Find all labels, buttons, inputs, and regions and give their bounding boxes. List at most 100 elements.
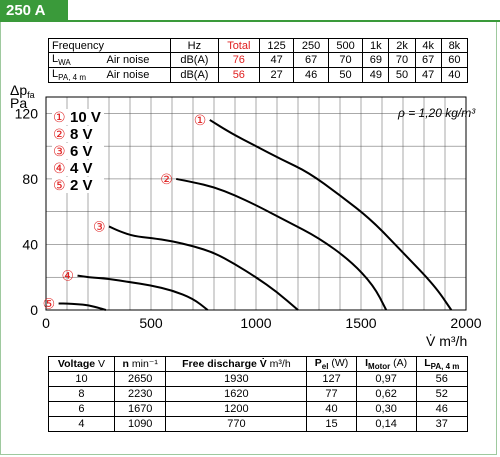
series-marker-1: ① — [194, 113, 207, 129]
series-line-3 — [108, 225, 299, 311]
table-cell: 6 — [48, 401, 115, 418]
table-cell: 15 — [306, 416, 357, 433]
noise-row-desc: Air noise — [103, 51, 172, 69]
table-row: 8 2230 1620 77 0,62 52 — [48, 386, 469, 403]
noise-row-lwa: LWA Air noise dB(A) 76 47 67 70 69 70 67… — [47, 51, 469, 69]
series-marker-5: ⑤ — [43, 296, 56, 312]
table-cell: 46 — [415, 401, 469, 418]
series-marker-4: ④ — [62, 269, 75, 285]
table-cell: 37 — [415, 416, 469, 433]
noise-cell: 40 — [440, 67, 469, 84]
perf-header-speed: n min⁻¹ — [113, 355, 167, 373]
perf-header-power: Pel (W) — [306, 355, 357, 373]
series-line-4 — [77, 274, 209, 311]
perf-header-current: IMotor (A) — [355, 355, 417, 373]
x-tick-label: 500 — [139, 315, 163, 331]
table-cell: 77 — [306, 386, 357, 403]
table-cell: 1200 — [165, 401, 308, 418]
table-cell: 127 — [306, 371, 357, 388]
series-line-2 — [176, 177, 388, 311]
noise-cell: 67 — [414, 51, 442, 69]
series-line-5 — [58, 302, 107, 311]
table-cell: 40 — [306, 401, 357, 418]
legend-label: 8 V — [70, 126, 93, 143]
table-cell: 0,14 — [355, 416, 417, 433]
legend-label: 10 V — [70, 109, 101, 126]
table-cell: 2230 — [113, 386, 167, 403]
series-line-1 — [209, 119, 453, 311]
x-axis-label: V̇ m³/h — [426, 333, 467, 349]
table-row: 4 1090 770 15 0,14 37 — [48, 416, 469, 433]
noise-row-unit: dB(A) — [170, 67, 219, 84]
table-cell: 52 — [415, 386, 469, 403]
x-tick-label: 0 — [42, 315, 50, 331]
y-tick-label: 80 — [22, 171, 38, 187]
perf-header-sound: LPA, 4 m — [415, 355, 469, 373]
y-tick-label: 120 — [15, 105, 39, 121]
x-tick-label: 2000 — [450, 315, 481, 331]
table-cell: 0,97 — [355, 371, 417, 388]
table-cell: 8 — [48, 386, 115, 403]
noise-header-125: 125 — [258, 38, 295, 53]
x-tick-label: 1500 — [345, 315, 376, 331]
legend-bg — [52, 109, 104, 125]
noise-cell: 46 — [293, 67, 329, 84]
table-cell: 56 — [415, 371, 469, 388]
header-tab — [0, 0, 68, 22]
legend-marker: ⑤ — [53, 178, 66, 194]
table-cell: 1620 — [165, 386, 308, 403]
legend-marker: ③ — [53, 144, 66, 160]
legend-bg — [52, 143, 104, 159]
page-title: 250 A — [6, 2, 46, 19]
performance-table: Voltage V n min⁻¹ Free discharge V̇ m³/h… — [48, 355, 469, 433]
legend-bg — [52, 177, 104, 193]
header-rule — [0, 20, 500, 22]
noise-row-label: LPA, 4 m — [47, 67, 104, 84]
y-tick-label: 40 — [22, 236, 38, 252]
table-cell: 1930 — [165, 371, 308, 388]
perf-header-row: Voltage V n min⁻¹ Free discharge V̇ m³/h… — [48, 355, 469, 373]
axis-ticks: 0 500 1000 1500 2000 0 40 80 120 — [15, 105, 482, 331]
perf-header-discharge: Free discharge V̇ m³/h — [165, 355, 308, 373]
table-row: 6 1670 1200 40 0,30 46 — [48, 401, 469, 418]
table-cell: 0,62 — [355, 386, 417, 403]
y-axis-label: Δpfa — [10, 82, 35, 100]
legend: ① 10 V② 8 V③ 6 V④ 4 V⑤ 2 V — [52, 109, 104, 194]
header-bar: 250 A — [0, 0, 500, 22]
legend-marker: ② — [53, 127, 66, 143]
noise-row-total: 56 — [217, 67, 260, 84]
table-cell: 770 — [165, 416, 308, 433]
legend-bg — [52, 126, 104, 142]
legend-label: 6 V — [70, 143, 93, 160]
legend-marker: ④ — [53, 161, 66, 177]
table-cell: 2650 — [113, 371, 167, 388]
table-cell: 1670 — [113, 401, 167, 418]
plot-frame — [45, 96, 467, 311]
legend-label: 2 V — [70, 177, 93, 194]
noise-cell: 49 — [362, 67, 390, 84]
table-row: 10 2650 1930 127 0,97 56 — [48, 371, 469, 388]
table-cell: 10 — [48, 371, 115, 388]
series-marker-2: ② — [160, 172, 173, 188]
panel-frame — [0, 22, 497, 455]
table-cell: 0,30 — [355, 401, 417, 418]
y-tick-label: 0 — [30, 302, 38, 318]
x-tick-label: 1000 — [240, 315, 271, 331]
series-marker-3: ③ — [93, 219, 106, 235]
table-cell: 4 — [48, 416, 115, 433]
perf-header-voltage: Voltage V — [48, 355, 115, 373]
noise-cell: 47 — [414, 67, 442, 84]
legend-label: 4 V — [70, 160, 93, 177]
noise-cell: 27 — [258, 67, 295, 84]
legend-bg — [52, 160, 104, 176]
table-cell: 1090 — [113, 416, 167, 433]
y-axis-unit: Pa — [10, 95, 27, 111]
noise-header-row: Frequency Hz Total 125 250 500 1k 2k 4k … — [47, 38, 469, 53]
noise-cell: 50 — [327, 67, 364, 84]
noise-row-lpa: LPA, 4 m Air noise dB(A) 56 27 46 50 49 … — [47, 67, 469, 84]
noise-table: Frequency Hz Total 125 250 500 1k 2k 4k … — [47, 38, 469, 84]
density-note: ρ = 1,20 kg/m³ — [397, 106, 476, 120]
legend-marker: ① — [53, 110, 66, 126]
